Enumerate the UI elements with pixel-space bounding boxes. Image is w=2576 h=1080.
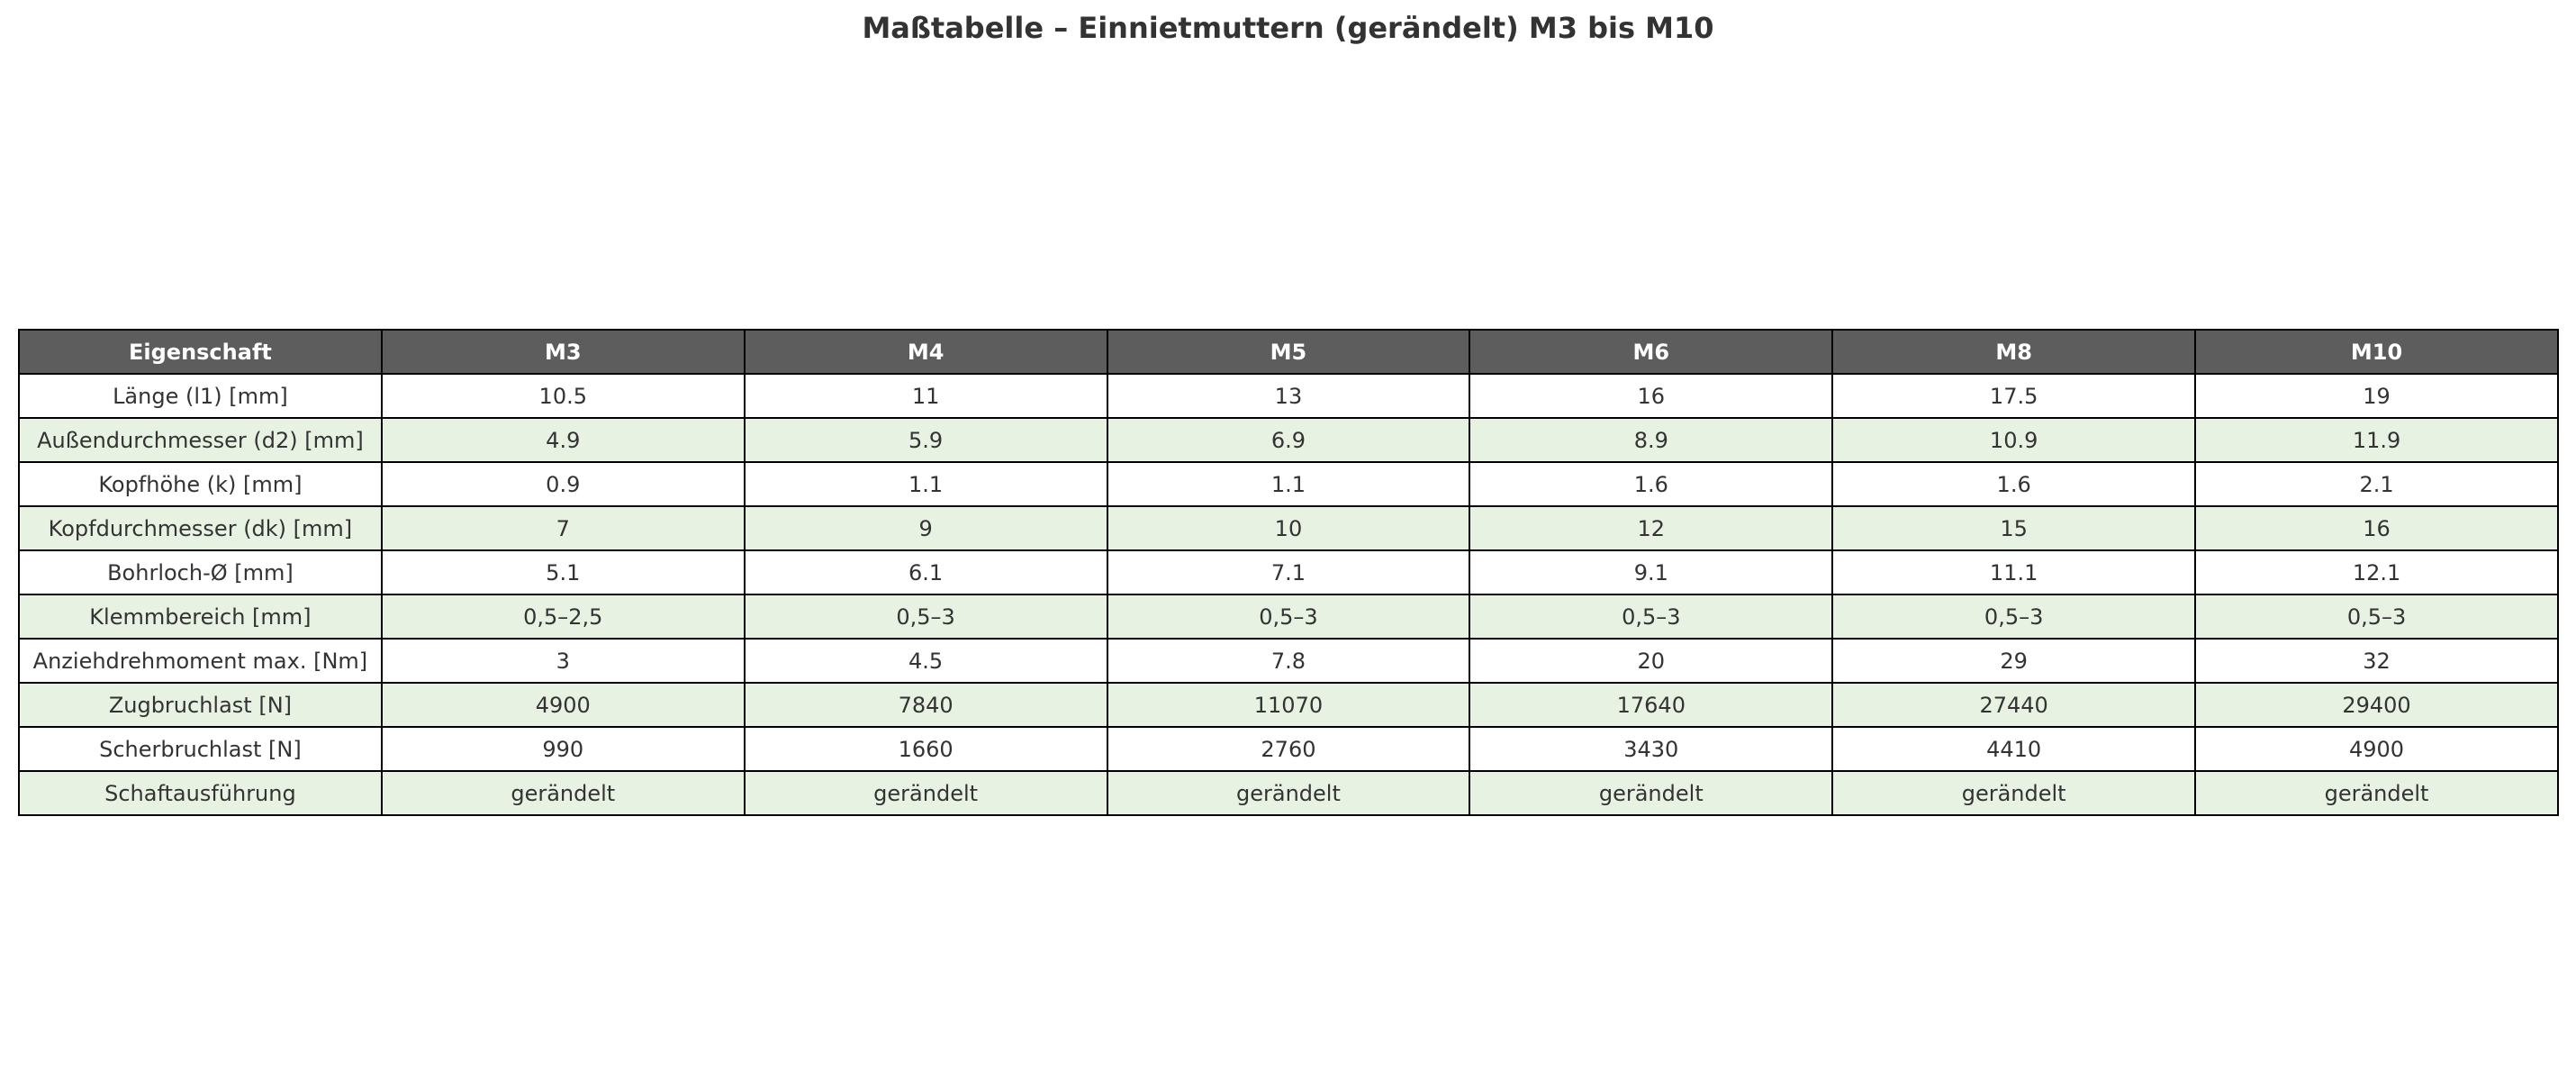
- property-label: Kopfhöhe (k) [mm]: [18, 461, 383, 507]
- table-cell: 1660: [743, 726, 1108, 772]
- table-cell: 10.5: [380, 373, 746, 419]
- table-cell: 0,5–3: [1469, 594, 1834, 640]
- table-cell: gerändelt: [1831, 770, 2197, 816]
- table-cell: 5.9: [743, 417, 1108, 463]
- column-header: M4: [743, 329, 1108, 375]
- property-label: Anziehdrehmoment max. [Nm]: [18, 638, 383, 684]
- table-cell: 7.8: [1106, 638, 1471, 684]
- table-cell: gerändelt: [380, 770, 746, 816]
- table-cell: 12.1: [2194, 549, 2559, 595]
- table-cell: 2760: [1106, 726, 1471, 772]
- property-label: Klemmbereich [mm]: [18, 594, 383, 640]
- table-row: Kopfhöhe (k) [mm] 0.9 1.1 1.1 1.6 1.6 2.1: [18, 461, 2559, 507]
- table-cell: 7: [380, 505, 746, 551]
- table-cell: 1.6: [1469, 461, 1834, 507]
- table-cell: 16: [2194, 505, 2559, 551]
- table-cell: gerändelt: [2194, 770, 2559, 816]
- table-row: Länge (l1) [mm] 10.5 11 13 16 17.5 19: [18, 373, 2559, 419]
- table-cell: 2.1: [2194, 461, 2559, 507]
- column-header: Eigenschaft: [18, 329, 383, 375]
- table-cell: 1.1: [1106, 461, 1471, 507]
- table-row: Zugbruchlast [N] 4900 7840 11070 17640 27440 2…: [18, 682, 2559, 728]
- table-cell: 13: [1106, 373, 1471, 419]
- table-cell: 4.9: [380, 417, 746, 463]
- table-cell: 9.1: [1469, 549, 1834, 595]
- table-cell: 19: [2194, 373, 2559, 419]
- table-cell: 7840: [743, 682, 1108, 728]
- table-cell: 15: [1831, 505, 2197, 551]
- table-header-row: Eigenschaft M3 M4 M5 M6 M8 M10: [18, 329, 2559, 375]
- table-cell: 0,5–3: [2194, 594, 2559, 640]
- table-cell: 5.1: [380, 549, 746, 595]
- column-header: M5: [1106, 329, 1471, 375]
- column-header: M6: [1469, 329, 1834, 375]
- table-cell: gerändelt: [743, 770, 1108, 816]
- table-cell: 0.9: [380, 461, 746, 507]
- table-cell: 27440: [1831, 682, 2197, 728]
- table-cell: 0,5–3: [1106, 594, 1471, 640]
- table-cell: 1.1: [743, 461, 1108, 507]
- table-cell: 17.5: [1831, 373, 2197, 419]
- property-label: Bohrloch-Ø [mm]: [18, 549, 383, 595]
- table-cell: 16: [1469, 373, 1834, 419]
- table-cell: 20: [1469, 638, 1834, 684]
- table-cell: 0,5–2,5: [380, 594, 746, 640]
- table-row: Klemmbereich [mm] 0,5–2,5 0,5–3 0,5–3 0,5–3 0…: [18, 594, 2559, 640]
- property-label: Länge (l1) [mm]: [18, 373, 383, 419]
- table-cell: 7.1: [1106, 549, 1471, 595]
- table-cell: 29: [1831, 638, 2197, 684]
- table-cell: 11: [743, 373, 1108, 419]
- table-cell: 11.9: [2194, 417, 2559, 463]
- table-cell: 10.9: [1831, 417, 2197, 463]
- table-cell: 11.1: [1831, 549, 2197, 595]
- table-cell: 4.5: [743, 638, 1108, 684]
- table-row: Schaftausführung gerändelt gerändelt geränd…: [18, 770, 2559, 816]
- table-cell: 12: [1469, 505, 1834, 551]
- column-header: M10: [2194, 329, 2559, 375]
- table-cell: 3430: [1469, 726, 1834, 772]
- property-label: Scherbruchlast [N]: [18, 726, 383, 772]
- table-cell: 990: [380, 726, 746, 772]
- property-label: Kopfdurchmesser (dk) [mm]: [18, 505, 383, 551]
- table-row: Anziehdrehmoment max. [Nm] 3 4.5 7.8 20 29 32: [18, 638, 2559, 684]
- table-row: Kopfdurchmesser (dk) [mm] 7 9 10 12 15 16: [18, 505, 2559, 551]
- table-row: Bohrloch-Ø [mm] 5.1 6.1 7.1 9.1 11.1 12.1: [18, 549, 2559, 595]
- table-cell: 29400: [2194, 682, 2559, 728]
- table-cell: 4410: [1831, 726, 2197, 772]
- table-cell: 10: [1106, 505, 1471, 551]
- property-label: Zugbruchlast [N]: [18, 682, 383, 728]
- table-cell: 17640: [1469, 682, 1834, 728]
- table-cell: 11070: [1106, 682, 1471, 728]
- column-header: M8: [1831, 329, 2197, 375]
- page-title: Maßtabelle – Einnietmuttern (gerändelt) …: [862, 11, 1714, 45]
- table-cell: 9: [743, 505, 1108, 551]
- table-row: Außendurchmesser (d2) [mm] 4.9 5.9 6.9 8.9 10…: [18, 417, 2559, 463]
- table-cell: 8.9: [1469, 417, 1834, 463]
- table-cell: gerändelt: [1469, 770, 1834, 816]
- table-cell: 6.9: [1106, 417, 1471, 463]
- table-cell: 3: [380, 638, 746, 684]
- table-cell: 6.1: [743, 549, 1108, 595]
- property-label: Schaftausführung: [18, 770, 383, 816]
- table-cell: 1.6: [1831, 461, 2197, 507]
- table-cell: 32: [2194, 638, 2559, 684]
- column-header: M3: [380, 329, 746, 375]
- table-cell: 0,5–3: [1831, 594, 2197, 640]
- table-row: Scherbruchlast [N] 990 1660 2760 3430 4410 490…: [18, 726, 2559, 772]
- table-cell: 4900: [2194, 726, 2559, 772]
- dimension-table: Eigenschaft M3 M4 M5 M6 M8 M10 Länge (l1) [mm]…: [18, 329, 2559, 816]
- table-cell: 0,5–3: [743, 594, 1108, 640]
- table-cell: gerändelt: [1106, 770, 1471, 816]
- property-label: Außendurchmesser (d2) [mm]: [18, 417, 383, 463]
- table-cell: 4900: [380, 682, 746, 728]
